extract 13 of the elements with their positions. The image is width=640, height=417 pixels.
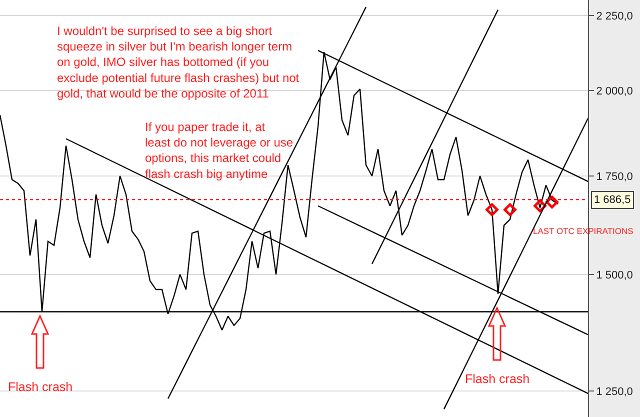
ref-line-label: 1 686,5 bbox=[594, 194, 631, 206]
point bbox=[504, 203, 516, 216]
y-tick-label: 1 500,0 bbox=[596, 269, 633, 282]
point bbox=[486, 203, 498, 216]
annotation: Flash crash bbox=[8, 380, 73, 394]
annotation: I wouldn't be surprised to see a big short squeeze in silver but I'm bearish longer term on gold, IMO silver has bottomed (if you exclude potential future flash crashes) but not gold, that would be the opposite of 2011 bbox=[57, 24, 300, 100]
y-tick-label: 1 750,0 bbox=[596, 170, 633, 183]
annotation: If you paper trade it, at least do not leverage or use options, this market could flash crash big anytime bbox=[145, 120, 294, 181]
y-tick-label: 2 250,0 bbox=[596, 10, 633, 22]
y-tick-label: 1 250,0 bbox=[596, 386, 633, 398]
point bbox=[546, 196, 558, 208]
annotation: Flash crash bbox=[465, 372, 530, 386]
y-tick-label: 2 000,0 bbox=[596, 86, 633, 98]
